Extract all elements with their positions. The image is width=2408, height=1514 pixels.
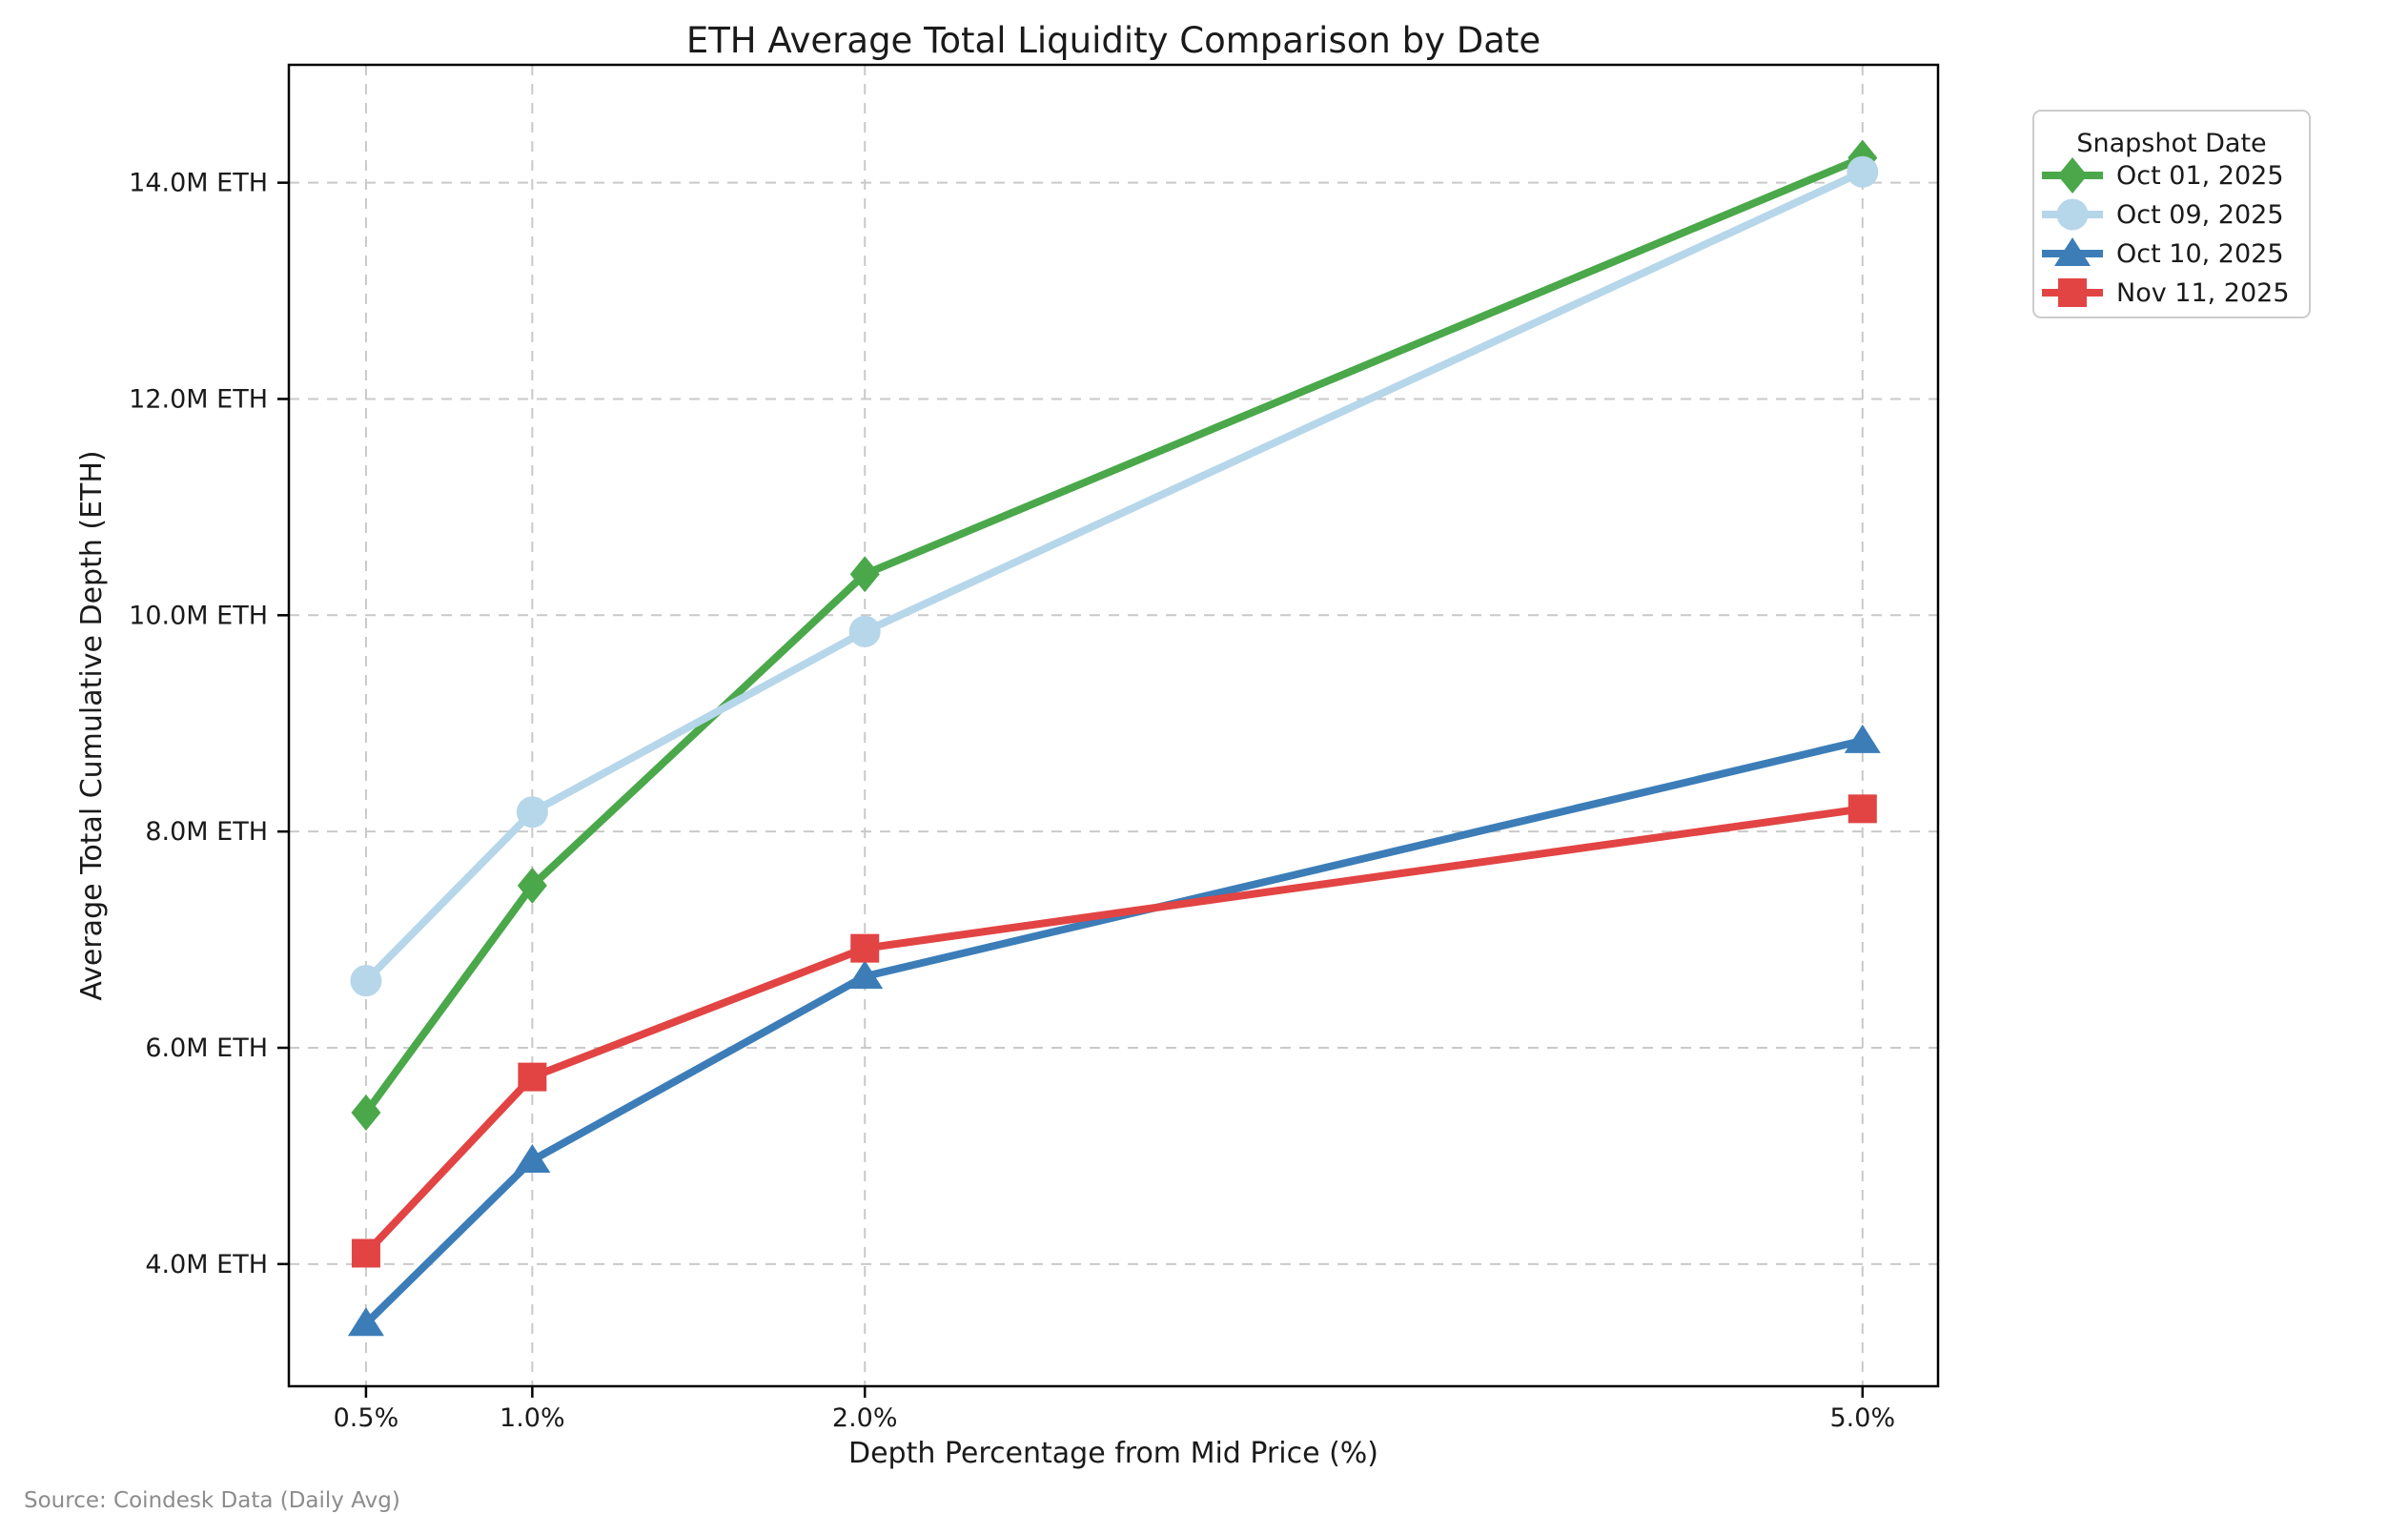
legend-box [2032, 110, 2311, 318]
marker-circle [350, 965, 382, 997]
source-note: Source: Coindesk Data (Daily Avg) [24, 1488, 400, 1513]
marker-circle [1847, 155, 1879, 188]
legend-item: Oct 09, 2025 [2042, 198, 2284, 231]
series-line [363, 805, 1864, 1257]
marker-square [2058, 278, 2087, 307]
legend-item: Nov 11, 2025 [2042, 278, 2290, 308]
marker-triangle [2054, 237, 2091, 266]
y-tick-label: 8.0M ETH [145, 817, 268, 847]
data-series [347, 139, 1881, 1337]
marker-diamond [849, 556, 880, 593]
y-tick-label: 4.0M ETH [145, 1250, 268, 1279]
legend-item-label: Nov 11, 2025 [2116, 278, 2290, 308]
y-tick-label: 12.0M ETH [129, 384, 268, 414]
marker-circle [2056, 198, 2089, 231]
legend-item-label: Oct 09, 2025 [2116, 200, 2284, 230]
plot-border [287, 63, 1940, 1388]
legend-item: Oct 01, 2025 [2042, 157, 2284, 194]
gridlines [289, 65, 1938, 1386]
series-oct-09-2025 [350, 155, 1879, 997]
marker-circle [516, 796, 548, 829]
x-tick-label: 5.0% [1830, 1403, 1896, 1433]
marker-triangle [347, 1307, 384, 1337]
series-oct-01-2025 [351, 139, 1878, 1132]
series-oct-10-2025 [347, 724, 1881, 1337]
legend-item-label: Oct 10, 2025 [2116, 239, 2284, 269]
series-line [363, 168, 1865, 984]
axis-ticks: 0.5% 1.0% 2.0% 5.0% 4.0M ETH 6.0M ETH 8.0M ETH… [129, 169, 1895, 1433]
marker-diamond [2057, 157, 2088, 194]
x-tick-label: 1.0% [500, 1403, 565, 1433]
chart-title: ETH Average Total Liquidity Comparison b… [686, 20, 1541, 61]
x-axis-label: Depth Percentage from Mid Price (%) [848, 1437, 1378, 1470]
marker-diamond [517, 867, 547, 904]
marker-circle [848, 615, 881, 647]
y-tick-label: 14.0M ETH [129, 169, 268, 198]
marker-square [1847, 794, 1877, 824]
y-tick-label: 6.0M ETH [145, 1033, 268, 1063]
marker-square [850, 933, 880, 963]
marker-triangle [1844, 724, 1881, 753]
legend-items: Oct 01, 2025 Oct 09, 2025 Oct 10, 2025 Nov … [2042, 157, 2290, 308]
x-tick-label: 0.5% [334, 1403, 399, 1433]
marker-square [351, 1238, 380, 1268]
legend-title: Snapshot Date [2076, 129, 2266, 158]
x-tick-label: 2.0% [832, 1403, 898, 1433]
marker-triangle [847, 960, 884, 990]
y-tick-label: 10.0M ETH [129, 601, 268, 630]
marker-square [518, 1062, 547, 1092]
series-line [362, 153, 1865, 1115]
marker-triangle [514, 1143, 551, 1173]
series-nov-11-2025 [351, 794, 1877, 1268]
y-axis-label: Average Total Cumulative Depth (ETH) [75, 450, 109, 1000]
legend-item: Oct 10, 2025 [2042, 237, 2284, 269]
series-line [363, 736, 1864, 1327]
legend-item-label: Oct 01, 2025 [2116, 161, 2284, 191]
marker-diamond [351, 1095, 381, 1132]
